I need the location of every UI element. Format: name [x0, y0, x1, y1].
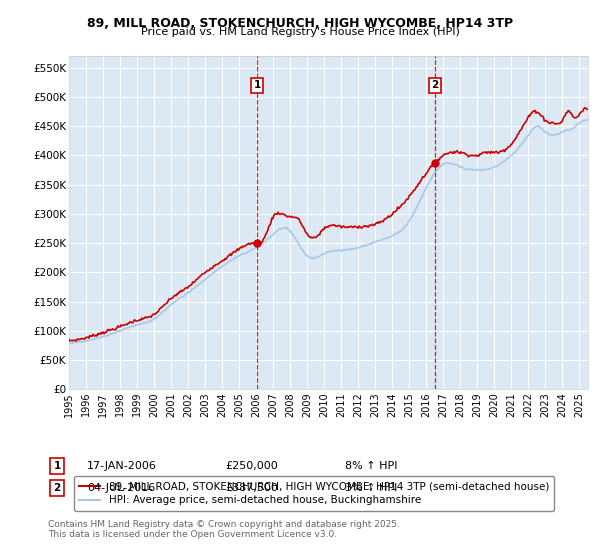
- Text: 2: 2: [431, 80, 439, 90]
- Text: £387,500: £387,500: [225, 483, 278, 493]
- Text: 1: 1: [253, 80, 260, 90]
- Text: 1: 1: [53, 461, 61, 471]
- Text: 8% ↑ HPI: 8% ↑ HPI: [345, 461, 398, 471]
- Text: 3% ↑ HPI: 3% ↑ HPI: [345, 483, 397, 493]
- Text: 2: 2: [53, 483, 61, 493]
- Text: Contains HM Land Registry data © Crown copyright and database right 2025.
This d: Contains HM Land Registry data © Crown c…: [48, 520, 400, 539]
- Text: 04-JUL-2016: 04-JUL-2016: [87, 483, 155, 493]
- Text: 89, MILL ROAD, STOKENCHURCH, HIGH WYCOMBE, HP14 3TP: 89, MILL ROAD, STOKENCHURCH, HIGH WYCOMB…: [87, 17, 513, 30]
- Text: £250,000: £250,000: [225, 461, 278, 471]
- Text: Price paid vs. HM Land Registry's House Price Index (HPI): Price paid vs. HM Land Registry's House …: [140, 27, 460, 37]
- Text: 17-JAN-2006: 17-JAN-2006: [87, 461, 157, 471]
- Legend: 89, MILL ROAD, STOKENCHURCH, HIGH WYCOMBE, HP14 3TP (semi-detached house), HPI: : 89, MILL ROAD, STOKENCHURCH, HIGH WYCOMB…: [74, 476, 554, 511]
